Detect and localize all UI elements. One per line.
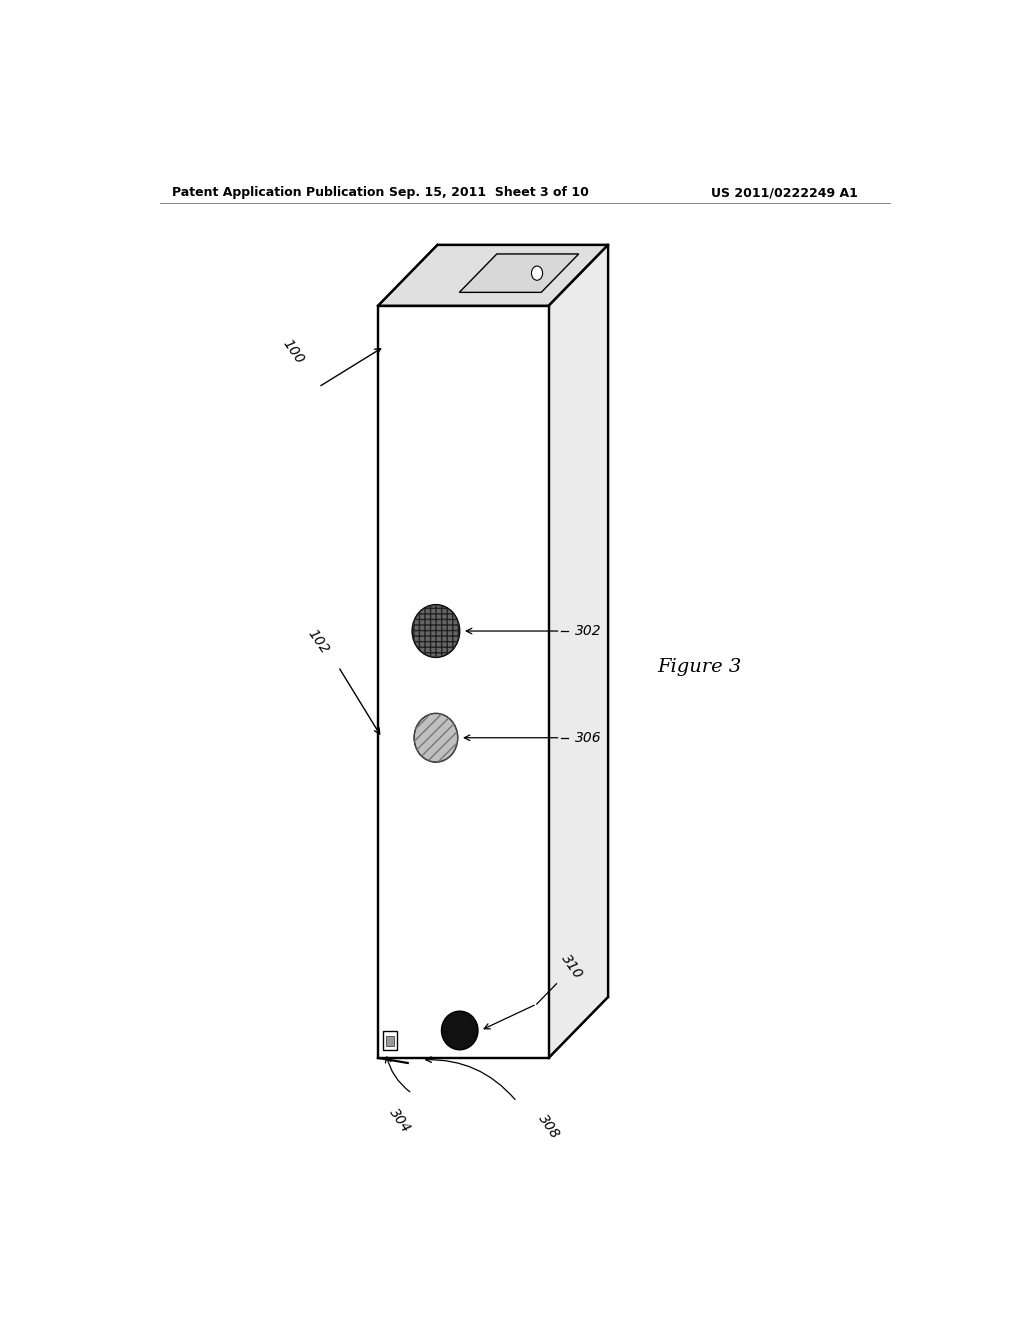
Polygon shape xyxy=(460,253,579,292)
Text: Sep. 15, 2011  Sheet 3 of 10: Sep. 15, 2011 Sheet 3 of 10 xyxy=(389,186,589,199)
Circle shape xyxy=(531,267,543,280)
Ellipse shape xyxy=(412,605,460,657)
Ellipse shape xyxy=(441,1011,478,1049)
Polygon shape xyxy=(378,244,608,306)
Text: US 2011/0222249 A1: US 2011/0222249 A1 xyxy=(712,186,858,199)
Text: Patent Application Publication: Patent Application Publication xyxy=(172,186,384,199)
Text: 100: 100 xyxy=(280,337,306,367)
Text: 304: 304 xyxy=(387,1106,414,1135)
Ellipse shape xyxy=(414,713,458,762)
Bar xyxy=(378,306,549,1057)
Polygon shape xyxy=(549,244,608,1057)
Text: 102: 102 xyxy=(305,626,332,656)
Text: 306: 306 xyxy=(574,731,601,744)
Bar xyxy=(383,1031,397,1049)
Text: Figure 3: Figure 3 xyxy=(657,657,741,676)
Text: 310: 310 xyxy=(558,952,585,982)
Text: 302: 302 xyxy=(574,624,601,638)
Bar xyxy=(386,1036,394,1045)
Text: 308: 308 xyxy=(536,1111,562,1142)
